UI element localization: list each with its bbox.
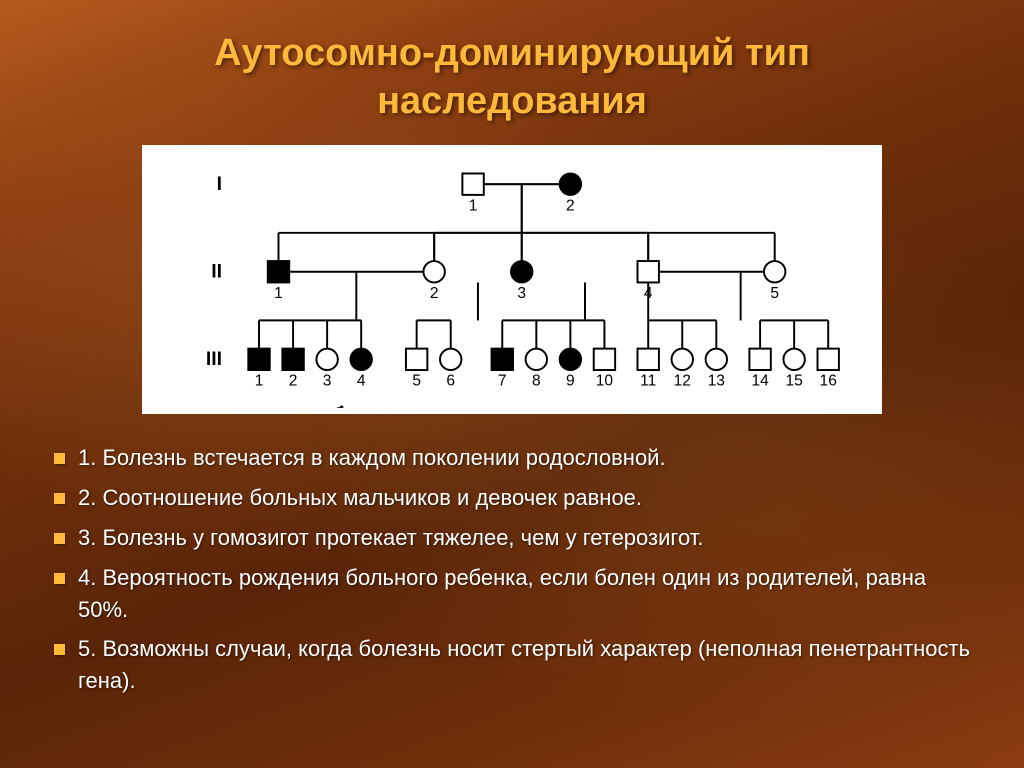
individual-number: 1 — [469, 197, 478, 214]
individual-number: 2 — [289, 373, 298, 390]
slide-title: Аутосомно-доминирующий тип наследования — [40, 30, 984, 125]
generation-label: I — [217, 173, 222, 195]
male-symbol — [248, 349, 269, 370]
bullet-item: 4. Вероятность рождения больного ребенка… — [50, 562, 974, 626]
female-symbol — [560, 173, 581, 194]
male-symbol — [818, 349, 839, 370]
slide: Аутосомно-доминирующий тип наследования … — [0, 0, 1024, 768]
female-symbol — [440, 349, 461, 370]
bullet-item: 5. Возможны случаи, когда болезнь носит … — [50, 633, 974, 697]
pedigree-svg: 121234512345678910111213141516IIIIII — [152, 155, 872, 408]
bullet-item: 1. Болезнь встечается в каждом поколении… — [50, 442, 974, 474]
male-symbol — [406, 349, 427, 370]
individual-number: 8 — [532, 373, 541, 390]
generation-label: III — [206, 348, 222, 370]
individual-number: 15 — [786, 373, 803, 390]
individual-number: 5 — [412, 373, 421, 390]
individual-number: 10 — [596, 373, 614, 390]
male-symbol — [492, 349, 513, 370]
male-symbol — [638, 349, 659, 370]
female-symbol — [706, 349, 727, 370]
pedigree-diagram: 121234512345678910111213141516IIIIII — [142, 145, 882, 414]
male-symbol — [749, 349, 770, 370]
individual-number: 3 — [517, 285, 526, 302]
individual-number: 1 — [255, 373, 264, 390]
individual-number: 16 — [820, 373, 837, 390]
individual-number: 4 — [644, 285, 653, 302]
individual-number: 3 — [323, 373, 332, 390]
female-symbol — [764, 261, 785, 282]
individual-number: 6 — [446, 373, 455, 390]
individual-number: 13 — [708, 373, 725, 390]
title-line-2: наследования — [377, 80, 647, 122]
bullet-item: 3. Болезнь у гомозигот протекает тяжелее… — [50, 522, 974, 554]
female-symbol — [672, 349, 693, 370]
male-symbol — [638, 261, 659, 282]
male-symbol — [594, 349, 615, 370]
male-symbol — [282, 349, 303, 370]
male-symbol — [462, 173, 483, 194]
individual-number: 12 — [674, 373, 691, 390]
individual-number: 11 — [640, 373, 656, 390]
female-symbol — [511, 261, 532, 282]
female-symbol — [316, 349, 337, 370]
individual-number: 2 — [566, 197, 575, 214]
title-line-1: Аутосомно-доминирующий тип — [214, 32, 810, 74]
female-symbol — [423, 261, 444, 282]
female-symbol — [783, 349, 804, 370]
male-symbol — [268, 261, 289, 282]
bullet-item: 2. Соотношение больных мальчиков и девоч… — [50, 482, 974, 514]
female-symbol — [560, 349, 581, 370]
individual-number: 7 — [498, 373, 507, 390]
individual-number: 9 — [566, 373, 575, 390]
individual-number: 5 — [770, 285, 779, 302]
female-symbol — [526, 349, 547, 370]
individual-number: 2 — [430, 285, 439, 302]
bullets-list: 1. Болезнь встечается в каждом поколении… — [50, 442, 974, 697]
generation-label: II — [211, 261, 222, 283]
individual-number: 4 — [357, 373, 366, 390]
female-symbol — [350, 349, 371, 370]
individual-number: 1 — [274, 285, 283, 302]
individual-number: 14 — [751, 373, 769, 390]
